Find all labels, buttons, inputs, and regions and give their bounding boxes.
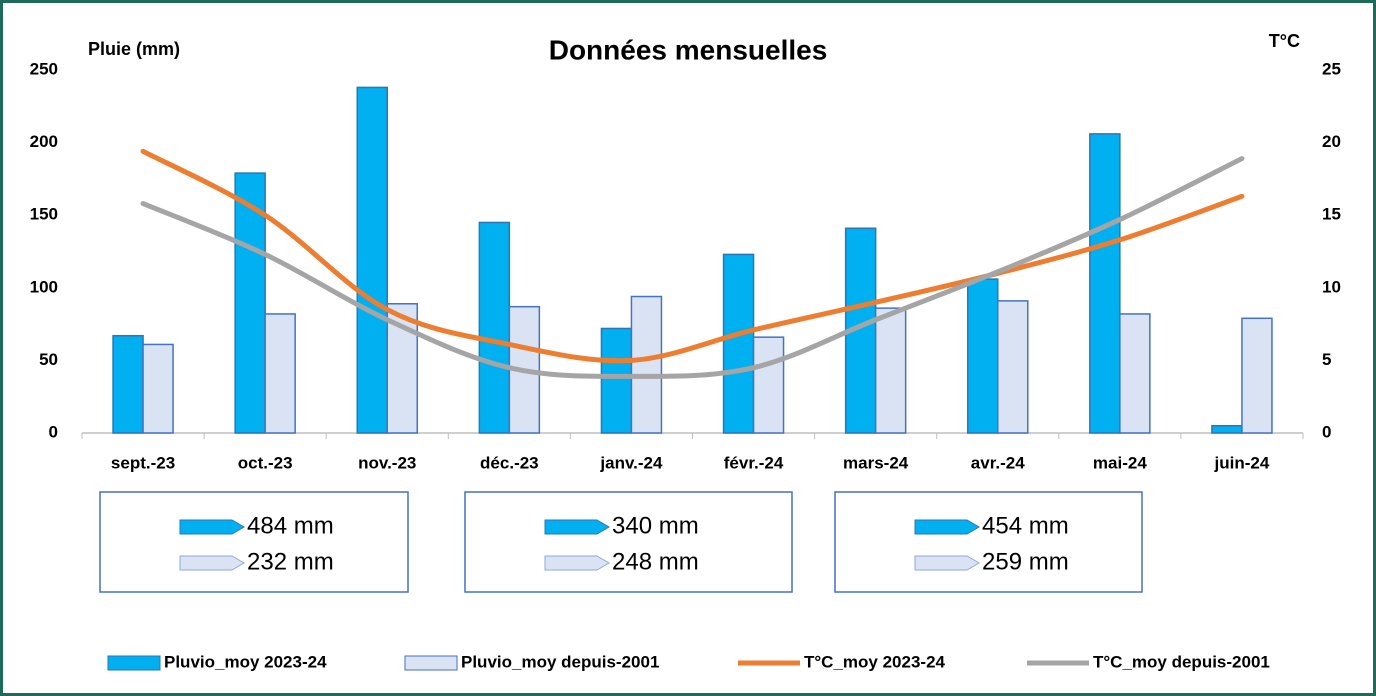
x-tick-label: mai-24 [1093,453,1147,472]
x-tick-label: févr.-24 [724,453,784,472]
bar [600,327,633,434]
line-series [140,156,1245,379]
summary-box [464,491,793,593]
y2-tick-label: 25 [1322,59,1341,78]
bar [478,221,511,434]
y2-tick-label: 20 [1322,132,1341,151]
x-tick-label: juin-24 [1214,453,1270,472]
summary-box [99,491,409,593]
y2-tick-label: 5 [1322,350,1331,369]
bar [997,300,1029,434]
bar [234,172,266,434]
summary-text: 454 mm [982,512,1069,539]
x-tick-label: sept.-23 [111,453,175,472]
bar [1119,313,1151,434]
y-tick-label: 200 [30,132,58,151]
y2-tick-label: 10 [1322,277,1341,296]
legend-label: Pluvio_moy depuis-2001 [461,652,659,671]
summary-text: 340 mm [612,512,699,539]
chart-title: Données mensuelles [549,34,828,65]
y-tick-label: 50 [39,350,58,369]
summary-box [834,491,1143,593]
y-tick-label: 250 [30,59,58,78]
box-icon [179,519,245,535]
bar [264,313,296,434]
box-icon [914,519,980,535]
bar [630,295,663,434]
y2-tick-label: 0 [1322,422,1331,441]
bar [1211,424,1243,434]
x-tick-label: janv.-24 [599,453,663,472]
legend-label: Pluvio_moy 2023-24 [164,652,327,671]
bar [112,334,144,434]
legend-swatch [107,655,161,671]
bar [356,86,388,434]
x-tick-label: avr.-24 [971,453,1025,472]
box-icon [914,555,980,571]
legend-swatch [404,655,458,671]
y2-tick-label: 15 [1322,205,1341,224]
bar [1241,317,1273,434]
bar [142,343,174,434]
x-tick-label: déc.-23 [480,453,539,472]
bar [874,307,907,434]
bar [1089,133,1121,434]
bar [752,336,785,434]
x-tick-label: mars-24 [843,453,909,472]
box-icon [544,555,610,571]
summary-text: 484 mm [247,512,334,539]
y-axis-label: Pluie (mm) [88,39,180,59]
box-icon [544,519,610,535]
y-tick-label: 0 [49,422,58,441]
bar [967,278,999,434]
x-tick-label: nov.-23 [358,453,416,472]
y2-axis-label: T°C [1269,31,1300,51]
summary-text: 259 mm [982,548,1069,575]
summary-text: 232 mm [247,548,334,575]
line-series [140,148,1245,364]
y-tick-label: 150 [30,205,58,224]
box-icon [179,555,245,571]
y-tick-label: 100 [30,277,58,296]
x-tick-label: oct.-23 [238,453,293,472]
legend-label: T°C_moy depuis-2001 [1093,652,1270,671]
legend-label: T°C_moy 2023-24 [804,652,946,671]
bar [722,253,755,434]
summary-text: 248 mm [612,548,699,575]
